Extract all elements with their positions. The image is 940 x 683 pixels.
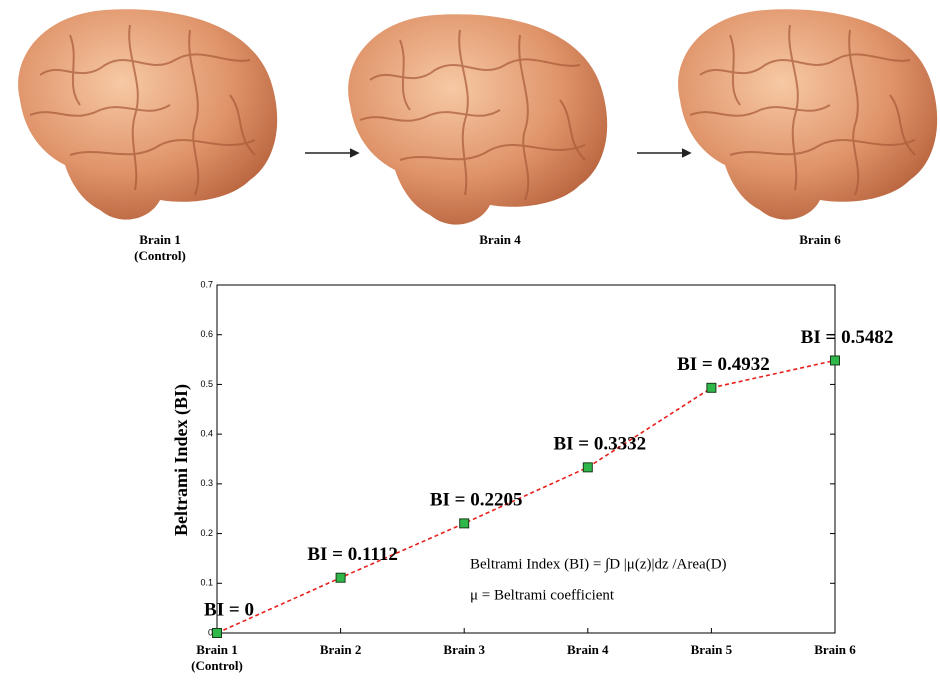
data-label: BI = 0	[204, 599, 254, 620]
y-axis-label: Beltrami Index (BI)	[171, 384, 192, 536]
x-tick-label: Brain 2	[306, 642, 376, 658]
plot-frame	[217, 285, 835, 633]
brain-image	[678, 9, 937, 219]
y-tick-label: 0.5	[200, 379, 213, 389]
y-tick-label: 0.2	[200, 528, 213, 538]
chart: Beltrami Index (BI) Beltrami Index (BI) …	[0, 0, 940, 683]
marker	[831, 356, 840, 365]
annotation: Beltrami Index (BI) = ∫D |μ(z)|dz /Area(…	[470, 556, 727, 572]
data-label: BI = 0.3332	[553, 434, 646, 455]
marker	[707, 383, 716, 392]
y-tick-label: 0.7	[200, 279, 213, 289]
data-label: BI = 0.2205	[430, 490, 523, 511]
marker	[583, 463, 592, 472]
brain-image	[348, 14, 607, 224]
x-tick-label: Brain 4	[553, 642, 623, 658]
marker	[460, 519, 469, 528]
y-tick-label: 0.3	[200, 478, 213, 488]
annotation: μ = Beltrami coefficient	[470, 587, 615, 603]
y-tick-label: 0.4	[200, 429, 213, 439]
x-tick-label: Brain 6	[800, 642, 870, 658]
marker	[336, 573, 345, 582]
x-tick-label: Brain 3	[429, 642, 499, 658]
figure: Beltrami Index (BI) Beltrami Index (BI) …	[0, 0, 940, 683]
image-label: Brain 6	[780, 232, 860, 248]
y-tick-label: 0.1	[200, 578, 213, 588]
x-tick-label: Brain 5	[676, 642, 746, 658]
x-tick-label: Brain 1 (Control)	[182, 642, 252, 674]
data-label: BI = 0.1112	[307, 544, 398, 565]
data-label: BI = 0.5482	[801, 327, 894, 348]
marker	[213, 629, 222, 638]
y-tick-label: 0.6	[200, 329, 213, 339]
brain-image	[18, 9, 277, 219]
data-label: BI = 0.4932	[677, 354, 770, 375]
image-label: Brain 1 (Control)	[120, 232, 200, 264]
image-label: Brain 4	[460, 232, 540, 248]
